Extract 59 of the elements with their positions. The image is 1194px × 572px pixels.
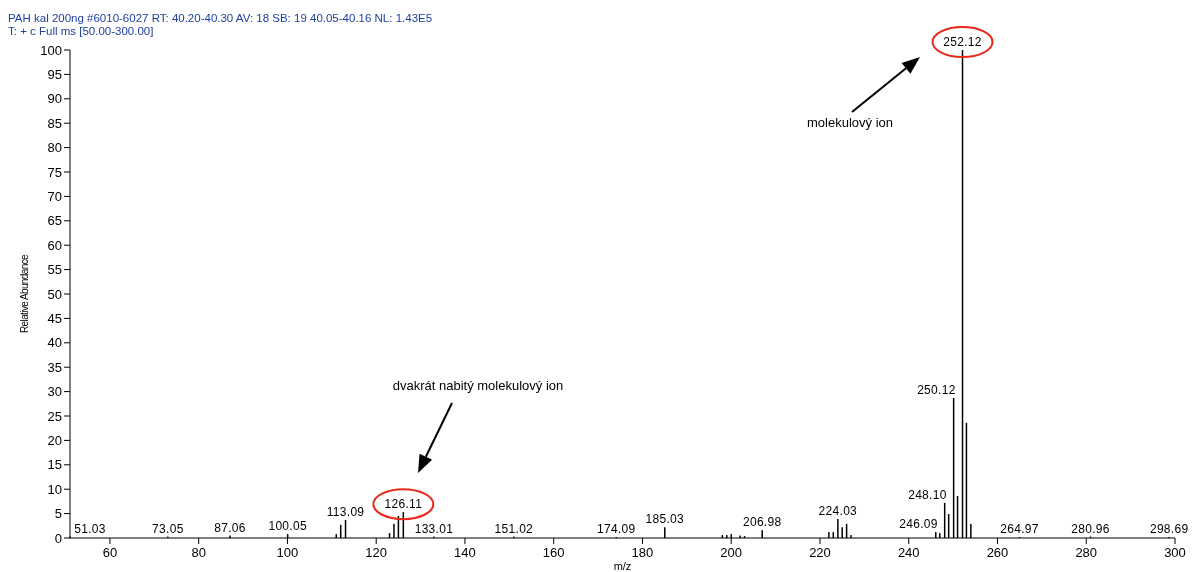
y-tick-label: 85 <box>47 115 62 131</box>
x-tick-label: 120 <box>365 545 388 560</box>
x-tick-label: 280 <box>1075 545 1098 560</box>
annotation: 250.12 <box>917 382 956 397</box>
annotation: 133.01 <box>414 521 454 536</box>
annotation: 224.03 <box>818 503 858 518</box>
y-tick-label: 50 <box>47 286 62 302</box>
y-tick-label: 40 <box>47 335 62 351</box>
y-tick-label: 0 <box>54 530 62 546</box>
y-tick-label: 80 <box>47 140 62 156</box>
x-axis-title: m/z <box>613 560 632 572</box>
y-tick-label: 70 <box>47 188 62 204</box>
annotation: 51.03 <box>74 521 106 536</box>
y-tick-label: 100 <box>40 42 62 58</box>
annotation: 73.05 <box>152 521 184 536</box>
annotation: dvakrát nabitý molekulový ion <box>392 378 564 393</box>
y-tick-label: 5 <box>54 506 62 522</box>
y-tick-label: 65 <box>47 213 62 229</box>
y-tick-label: 30 <box>47 384 62 400</box>
x-tick-label: 300 <box>1164 545 1186 560</box>
x-tick-label: 220 <box>809 545 831 560</box>
annotation: 126.11 <box>384 497 423 512</box>
annotation: 280.96 <box>1071 521 1110 536</box>
x-tick-label: 180 <box>631 545 654 560</box>
annotation: 248.10 <box>908 487 947 502</box>
x-tick-label: 100 <box>276 545 299 560</box>
y-tick-label: 90 <box>47 91 62 107</box>
annotation: 151.02 <box>494 521 534 536</box>
chart-subtitle: T: + c Full ms [50.00-300.00] <box>8 25 154 37</box>
annotation: molekulový ion <box>807 115 893 130</box>
x-tick-label: 260 <box>986 545 1009 560</box>
x-tick-label: 60 <box>102 545 118 560</box>
annotation: 264.97 <box>1000 522 1039 537</box>
x-tick-label: 240 <box>897 545 920 560</box>
annotation: 113.09 <box>326 504 365 519</box>
y-tick-label: 10 <box>47 481 62 497</box>
y-tick-label: 60 <box>47 237 62 253</box>
y-tick-label: 75 <box>47 164 62 180</box>
x-tick-label: 200 <box>720 545 743 560</box>
annotation: 174.09 <box>596 522 636 537</box>
x-tick-label: 140 <box>454 545 476 560</box>
annotation: 252.12 <box>943 35 982 49</box>
y-axis-title: Relative Abundance <box>19 253 30 334</box>
chart-title: PAH kal 200ng #6010-6027 RT: 40.20-40.30 AV: 18 SB: 19 40.05-40.16 NL: 1.43E5 <box>8 12 433 24</box>
annotation: 206.98 <box>742 515 782 530</box>
annotation: 100.05 <box>268 519 307 534</box>
y-tick-label: 20 <box>47 432 62 448</box>
x-tick-label: 160 <box>542 545 565 560</box>
y-tick-label: 15 <box>47 457 62 473</box>
y-tick-label: 45 <box>47 310 62 326</box>
y-tick-label: 55 <box>47 262 62 278</box>
y-tick-label: 95 <box>47 66 62 82</box>
annotation: 87.06 <box>214 520 246 535</box>
x-tick-label: 80 <box>191 545 206 560</box>
y-tick-label: 35 <box>47 359 62 375</box>
annotation: 185.03 <box>645 512 685 527</box>
annotation: 246.09 <box>899 517 938 532</box>
y-tick-label: 25 <box>47 408 62 424</box>
annotation: 298.69 <box>1149 522 1189 537</box>
